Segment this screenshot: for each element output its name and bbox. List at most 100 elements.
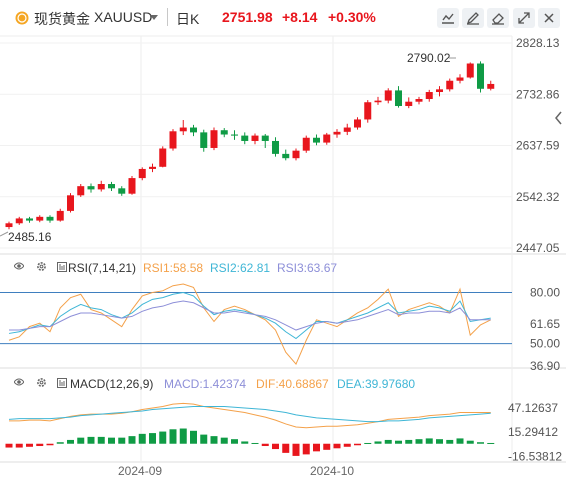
price-grid-lines — [0, 42, 512, 249]
fullscreen-button[interactable] — [513, 8, 535, 28]
macd-bar — [108, 437, 115, 444]
macd-bar — [46, 443, 54, 446]
macd-bar — [159, 431, 167, 444]
price-y-tick-label: 2542.32 — [516, 190, 560, 204]
price-annotations: 2790.02 2485.16 — [0, 51, 456, 244]
grid — [0, 35, 566, 463]
macd-bar — [436, 439, 443, 444]
rsi-y-tick-label: 61.65 — [530, 317, 560, 331]
macd-y-tick-label: 47.12637 — [508, 401, 558, 415]
grid-settings-icon[interactable] — [57, 378, 67, 388]
candle-body — [436, 89, 443, 93]
macd-bar — [425, 438, 433, 444]
chart-type-button[interactable] — [437, 8, 459, 28]
macd-bar — [36, 443, 44, 447]
candle-body — [210, 130, 218, 148]
candle-body — [261, 135, 269, 141]
rsi-y-axis: 80.00 61.65 50.00 36.90 — [0, 286, 560, 373]
close-button[interactable] — [538, 8, 560, 28]
candle-body — [395, 90, 402, 107]
close-icon — [544, 13, 554, 23]
candle-body — [282, 153, 290, 159]
eye-icon[interactable] — [14, 262, 24, 270]
price-y-tick-label: 2828.13 — [516, 36, 560, 50]
macd-bar — [374, 441, 382, 444]
macd-bar — [241, 441, 249, 444]
chart-line-icon — [442, 13, 454, 24]
candle-body — [323, 134, 331, 143]
candle-body — [5, 223, 13, 228]
scroll-right-arrow[interactable] — [555, 111, 562, 125]
chevron-down-icon[interactable] — [150, 15, 158, 21]
erase-button[interactable] — [487, 8, 509, 28]
header-divider — [167, 8, 168, 26]
macd-legend: MACD(12,26,9) MACD:1.42374 DIF:40.68867 … — [14, 377, 415, 391]
pen-icon — [466, 12, 479, 25]
candle-body — [302, 137, 310, 151]
eye-icon[interactable] — [14, 378, 24, 386]
price-change: +8.14 — [282, 9, 318, 25]
gear-icon[interactable] — [37, 378, 46, 387]
period-selector[interactable]: 日K — [176, 11, 200, 27]
macd-bar — [477, 442, 484, 444]
price-y-tick-label: 2447.05 — [516, 241, 560, 255]
macd-bar — [200, 434, 208, 444]
macd-bar — [415, 439, 423, 444]
candle-body — [272, 140, 279, 154]
candle-body — [384, 90, 392, 101]
macd-bar — [487, 442, 495, 444]
macd-bar — [405, 439, 413, 444]
rsi-line-rsi3 — [9, 300, 491, 331]
macd-bar — [97, 436, 105, 444]
macd-bar — [261, 443, 269, 447]
macd-bar — [354, 443, 361, 446]
candle-body — [159, 148, 167, 167]
high-price-label: 2790.02 — [407, 51, 451, 65]
macd-bar — [67, 439, 74, 444]
candle-body — [354, 119, 361, 128]
chevron-left-icon[interactable] — [555, 111, 562, 125]
draw-button[interactable] — [462, 8, 484, 28]
macd-bar — [128, 436, 136, 444]
grid-settings-icon[interactable] — [57, 262, 67, 272]
rsi2-legend: RSI2:62.81 — [210, 261, 270, 275]
gear-icon[interactable] — [37, 262, 46, 271]
macd-bar — [190, 430, 197, 444]
candle-body — [364, 102, 372, 120]
instrument-name: 现货黄金 — [34, 11, 90, 27]
x-axis: 2024-09 2024-10 — [118, 464, 354, 478]
macd-bar — [169, 429, 177, 444]
candle-body — [251, 135, 259, 141]
macd-bar — [220, 437, 228, 444]
price-change-percent: +0.30% — [328, 9, 376, 25]
low-price-label: 2485.16 — [8, 230, 52, 244]
candlestick-series — [5, 61, 495, 230]
macd-bar — [282, 443, 290, 453]
candle-body — [77, 186, 85, 196]
macd-bar — [26, 443, 33, 447]
macd-bar — [5, 443, 13, 448]
macd-lines — [8, 402, 491, 429]
price-y-axis: 2828.13 2732.86 2637.59 2542.32 2447.05 — [516, 36, 560, 255]
chart-header: 现货黄金 XAUUSD 日K 2751.98 +8.14 +0.30% — [0, 0, 566, 36]
macd-bar — [323, 443, 331, 450]
candle-body — [46, 216, 54, 221]
candle-body — [220, 130, 228, 135]
fullscreen-icon — [518, 12, 530, 24]
candle-body — [200, 132, 208, 148]
macd-y-tick-label: -16.53812 — [508, 449, 562, 463]
instrument-symbol[interactable]: XAUUSD — [94, 9, 153, 25]
candle-body — [15, 218, 23, 224]
candle-body — [36, 216, 44, 221]
macd-bar — [231, 439, 238, 444]
candle-body — [87, 186, 95, 190]
candle-body — [67, 195, 74, 211]
macd-bar — [210, 436, 218, 444]
macd-bar — [251, 442, 259, 444]
x-tick-label: 2024-09 — [118, 464, 162, 478]
candle-body — [405, 101, 413, 107]
price-y-tick-label: 2637.59 — [516, 139, 560, 153]
rsi-line-rsi1 — [8, 283, 491, 366]
candle-body — [190, 127, 197, 133]
